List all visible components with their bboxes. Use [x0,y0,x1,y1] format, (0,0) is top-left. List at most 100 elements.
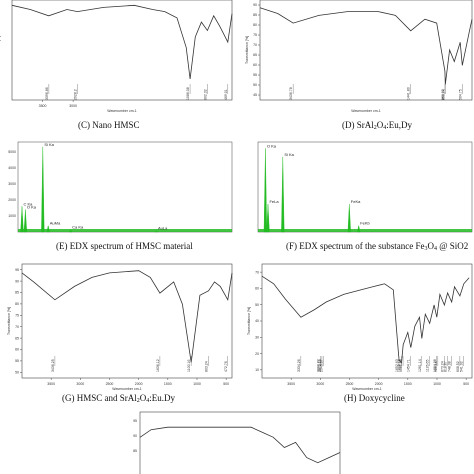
caption-g-mid: O [139,393,147,403]
peak-label: 873.24 [440,361,444,372]
y-tick-label: 65 [15,336,19,340]
y-axis-label: Transmittance [%] [7,307,11,335]
peak-label: 748.38 [448,361,452,372]
x-tick-label: 500 [463,382,469,386]
peak-label: 608.52 [456,361,460,372]
y-tick-label: 95 [15,268,19,272]
edx-peak-label: FeLa [269,199,279,204]
x-tick-label: 2000 [135,382,143,386]
peak-label: 2945.37 [320,359,324,372]
peak-label: 3334.26 [297,359,301,372]
edx-peak-label: AuMa [50,221,61,226]
x-tick-label: 3000 [69,104,77,108]
y-axis-label: Transmittance [%] [247,307,251,335]
chart-c: Transmittance [%] 3500 3000 Wavenumber cm-1… [0,0,233,113]
caption-f: (F) EDX spectrum of the substance Fe3O4 … [286,241,468,252]
peak-label: 1636.12 [156,359,160,372]
y-tick-label: 45 [253,93,257,97]
x-tick-label: 3500 [47,382,55,386]
y-tick-label: 3000 [8,182,16,186]
peak-label: 2973.15 [318,359,322,372]
peak-label: 1652.63 [395,359,399,372]
x-axis-label: Wavenumber cm-1 [351,109,380,113]
y-tick-label: 75 [15,314,19,318]
edx-peak [281,156,285,233]
peak-label: 3436.78 [289,87,293,100]
edx-peak [154,230,159,233]
peak-label: 986.16 [434,361,438,372]
peak-label: 1608.19 [398,359,402,372]
y-tick-label: 50 [255,303,259,307]
peak-label: 564.75 [458,89,462,100]
y-tick-label: 85 [133,449,137,453]
peak-label: 1100.16 [187,360,191,372]
edx-peak-label: Ca Ka [72,225,84,230]
x-tick-label: 3000 [76,382,84,386]
ir-series-line [139,426,341,464]
peak-label: 3396.86 [45,87,49,100]
y-tick-label: 50 [253,83,257,87]
y-tick-label: 4000 [8,166,16,170]
x-axis-label: Wavenumber cm-1 [107,109,136,113]
y-tick-label: 55 [15,359,19,363]
ir-series-line [259,7,473,85]
edx-peak-label: FeKb [360,221,370,226]
peak-label: 860.02 [441,89,445,100]
y-tick-label: 90 [253,3,257,7]
y-tick-label: 90 [15,279,19,283]
y-tick-label: 2000 [8,198,16,202]
y-tick-label: 70 [255,270,259,274]
plot-frame [139,411,341,474]
plot-frame [17,141,233,233]
caption-d: (D) SrAl2O4:Eu,Dy [342,120,412,131]
y-tick-label: 95 [133,419,137,423]
peak-label: 1441.80 [407,87,411,100]
x-tick-label: 2500 [346,382,354,386]
ir-series-line [11,4,233,79]
edx-baseline [18,229,232,232]
caption-f-sub1: 3 [424,246,428,252]
x-tick-label: 1500 [164,382,172,386]
peak-label: 469.01 [224,89,228,100]
caption-d-sub1: 2 [373,125,377,131]
plot-frame [259,0,473,101]
edx-peak [41,146,45,233]
y-tick-label: 60 [15,348,19,352]
edx-peak [263,148,268,233]
caption-h: (H) Doxycycline [344,393,405,403]
x-axis-label: Wavenumber cm-1 [112,387,141,391]
peak-label: 2928.2 [73,89,77,100]
peak-label: 1261.14 [418,359,422,372]
y-tick-label: 40 [255,319,259,323]
peak-label: 3000.82 [316,359,320,372]
x-tick-label: 3000 [316,382,324,386]
y-tick-label: 30 [255,335,259,339]
x-tick-label: 3500 [287,382,295,386]
y-tick-label: 60 [253,63,257,67]
ir-series-line [21,270,233,363]
peak-label: 802.32 [203,89,207,100]
edx-peak [357,225,361,233]
x-tick-label: 500 [223,382,229,386]
y-tick-label: 75 [253,33,257,37]
edx-peak [23,209,28,233]
caption-d-tail: :Eu,Dy [386,120,412,130]
peak-label: 818.87 [444,361,448,372]
chart-h: 70 60 50 40 30 20 10 Transmittance [%] 3500 3000 2… [247,263,473,391]
caption-g-sub1: 2 [136,398,140,404]
y-tick-label: 80 [15,302,19,306]
edx-peak-label: FeKa [351,199,361,204]
caption-g-tail: :Eu.Dy [149,393,176,403]
caption-f-sub2: 4 [433,246,437,252]
edx-peak-label: O Ka [267,143,277,148]
caption-f-main: (F) EDX spectrum of the substance Fe [286,241,425,251]
caption-f-tail: @ SiO2 [436,241,469,251]
y-tick-label: 65 [253,53,257,57]
edx-peak-label: C Ka [23,201,33,206]
chart-i: 95 90 85 [133,411,341,474]
caption-g-sub2: 4 [146,398,150,404]
y-tick-label: 20 [255,352,259,356]
x-tick-label: 3500 [39,104,47,108]
y-tick-label: 5000 [8,150,16,154]
y-axis-label: Transmittance [%] [245,36,249,64]
